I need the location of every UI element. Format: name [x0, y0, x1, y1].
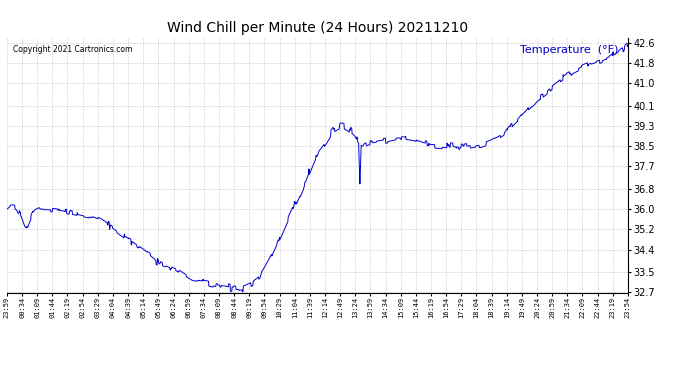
Title: Wind Chill per Minute (24 Hours) 20211210: Wind Chill per Minute (24 Hours) 2021121… — [167, 21, 468, 35]
Text: Copyright 2021 Cartronics.com: Copyright 2021 Cartronics.com — [13, 45, 132, 54]
Text: Temperature  (°F): Temperature (°F) — [520, 45, 618, 55]
